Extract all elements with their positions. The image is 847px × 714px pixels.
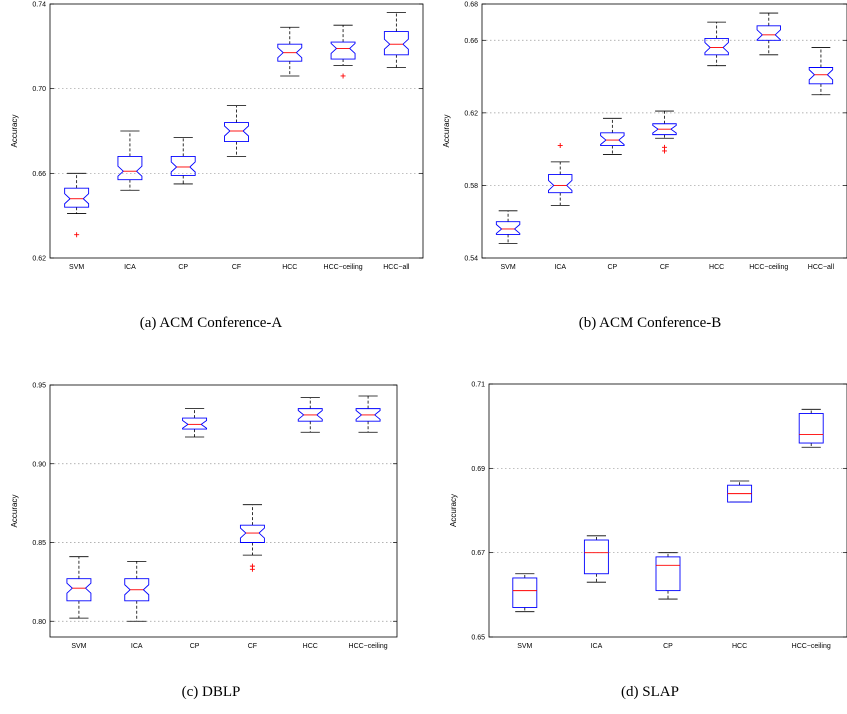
chart-d-xtick-label: SVM xyxy=(517,643,532,650)
chart-b-xtick-label: CF xyxy=(660,264,669,271)
chart-a-xtick-label: ICA xyxy=(124,264,136,271)
chart-d-xtick-label: HCC xyxy=(732,643,747,650)
chart-b-outlier-marker xyxy=(662,144,667,150)
chart-a-outlier-marker xyxy=(74,232,80,238)
chart-a-box xyxy=(330,41,356,60)
chart-c-box xyxy=(182,417,208,430)
chart-d-xtick-label: HCC−ceiling xyxy=(792,643,831,650)
chart-b-ytick-label: 0.66 xyxy=(464,38,478,45)
chart-b-ytick-label: 0.54 xyxy=(464,256,478,263)
chart-a-box xyxy=(224,122,249,143)
chart-c-xtick-label: CF xyxy=(248,643,257,650)
chart-c-ytick-label: 0.95 xyxy=(32,383,46,390)
chart-d-xtick-label: CP xyxy=(663,643,673,650)
chart-c-ytick-label: 0.90 xyxy=(32,461,46,468)
chart-a-box xyxy=(383,31,409,56)
chart-d-ylabel: Accuracy xyxy=(449,494,458,527)
chart-d-ytick-label: 0.65 xyxy=(471,635,485,642)
chart-b-xtick-label: HCC xyxy=(709,264,724,271)
chart-d-box xyxy=(798,413,824,444)
chart-c-ytick-label: 0.85 xyxy=(32,540,46,547)
chart-d-ytick-label: 0.71 xyxy=(471,382,485,389)
caption-c: (c) DBLP xyxy=(182,684,241,700)
caption-d: (d) SLAP xyxy=(621,684,679,700)
chart-b-ylabel: Accuracy xyxy=(442,115,451,148)
chart-b-axes-frame xyxy=(481,3,847,259)
chart-b-box xyxy=(600,132,625,146)
chart-c-ytick-label: 0.80 xyxy=(32,619,46,626)
chart-b-box xyxy=(704,38,729,56)
chart-a-xtick-label: HCC xyxy=(282,264,297,271)
chart-b-xtick-label: HCC−ceiling xyxy=(749,264,788,271)
chart-d-box xyxy=(512,577,538,608)
chart-c-xtick-label: ICA xyxy=(131,643,143,650)
chart-b-ytick-label: 0.58 xyxy=(464,183,478,190)
chart-a-box xyxy=(64,187,90,208)
chart-a-axes-frame xyxy=(49,3,424,259)
chart-a-outlier-marker xyxy=(340,73,346,79)
chart-b-xtick-label: ICA xyxy=(554,264,566,271)
chart-d-ytick-label: 0.69 xyxy=(471,466,485,473)
chart-b-xtick-label: SVM xyxy=(500,264,515,271)
chart-b-xtick-label: CP xyxy=(607,264,617,271)
chart-d-axes-frame xyxy=(488,383,847,638)
chart-a-xtick-label: HCC−ceiling xyxy=(324,264,363,271)
chart-c-ylabel: Accuracy xyxy=(10,495,19,528)
chart-c-xtick-label: HCC−ceiling xyxy=(349,643,388,650)
chart-a-ylabel: Accuracy xyxy=(10,115,19,148)
chart-a-ytick-label: 0.74 xyxy=(32,2,46,9)
caption-a: (a) ACM Conference-A xyxy=(140,315,283,331)
chart-a-ytick-label: 0.62 xyxy=(32,256,46,263)
chart-a-box xyxy=(277,43,303,62)
chart-a-box xyxy=(170,155,196,176)
chart-c-xtick-label: CP xyxy=(190,643,200,650)
chart-d-box xyxy=(583,539,609,575)
chart-d-xtick-label: ICA xyxy=(591,643,603,650)
chart-b-outlier-marker xyxy=(557,143,563,149)
chart-a-xtick-label: HCC−all xyxy=(383,264,410,271)
chart-a-box xyxy=(117,155,143,181)
chart-d-box xyxy=(655,556,681,592)
chart-b-box xyxy=(756,25,781,41)
chart-b-box xyxy=(548,174,573,194)
chart-a-xtick-label: CF xyxy=(232,264,241,271)
chart-a-xtick-label: CP xyxy=(178,264,188,271)
chart-c-box xyxy=(239,524,265,543)
chart-b-ytick-label: 0.68 xyxy=(464,2,478,9)
chart-c-box xyxy=(297,408,323,422)
chart-a-ytick-label: 0.66 xyxy=(32,171,46,178)
chart-b-ytick-label: 0.62 xyxy=(464,110,478,117)
chart-b-box xyxy=(495,221,521,235)
chart-c-xtick-label: HCC xyxy=(303,643,318,650)
chart-c-box xyxy=(66,578,92,602)
chart-b-box xyxy=(652,123,677,136)
caption-b: (b) ACM Conference-B xyxy=(579,315,721,331)
chart-d-ytick-label: 0.67 xyxy=(471,550,485,557)
chart-c-axes-frame xyxy=(49,384,398,638)
chart-c-box xyxy=(355,408,381,422)
chart-a-xtick-label: SVM xyxy=(69,264,84,271)
chart-c-outlier-marker xyxy=(249,563,255,569)
chart-c-xtick-label: SVM xyxy=(71,643,86,650)
chart-b-xtick-label: HCC−all xyxy=(808,264,835,271)
chart-c-box xyxy=(124,578,150,602)
chart-b-box xyxy=(808,67,834,85)
chart-a-ytick-label: 0.70 xyxy=(32,86,46,93)
